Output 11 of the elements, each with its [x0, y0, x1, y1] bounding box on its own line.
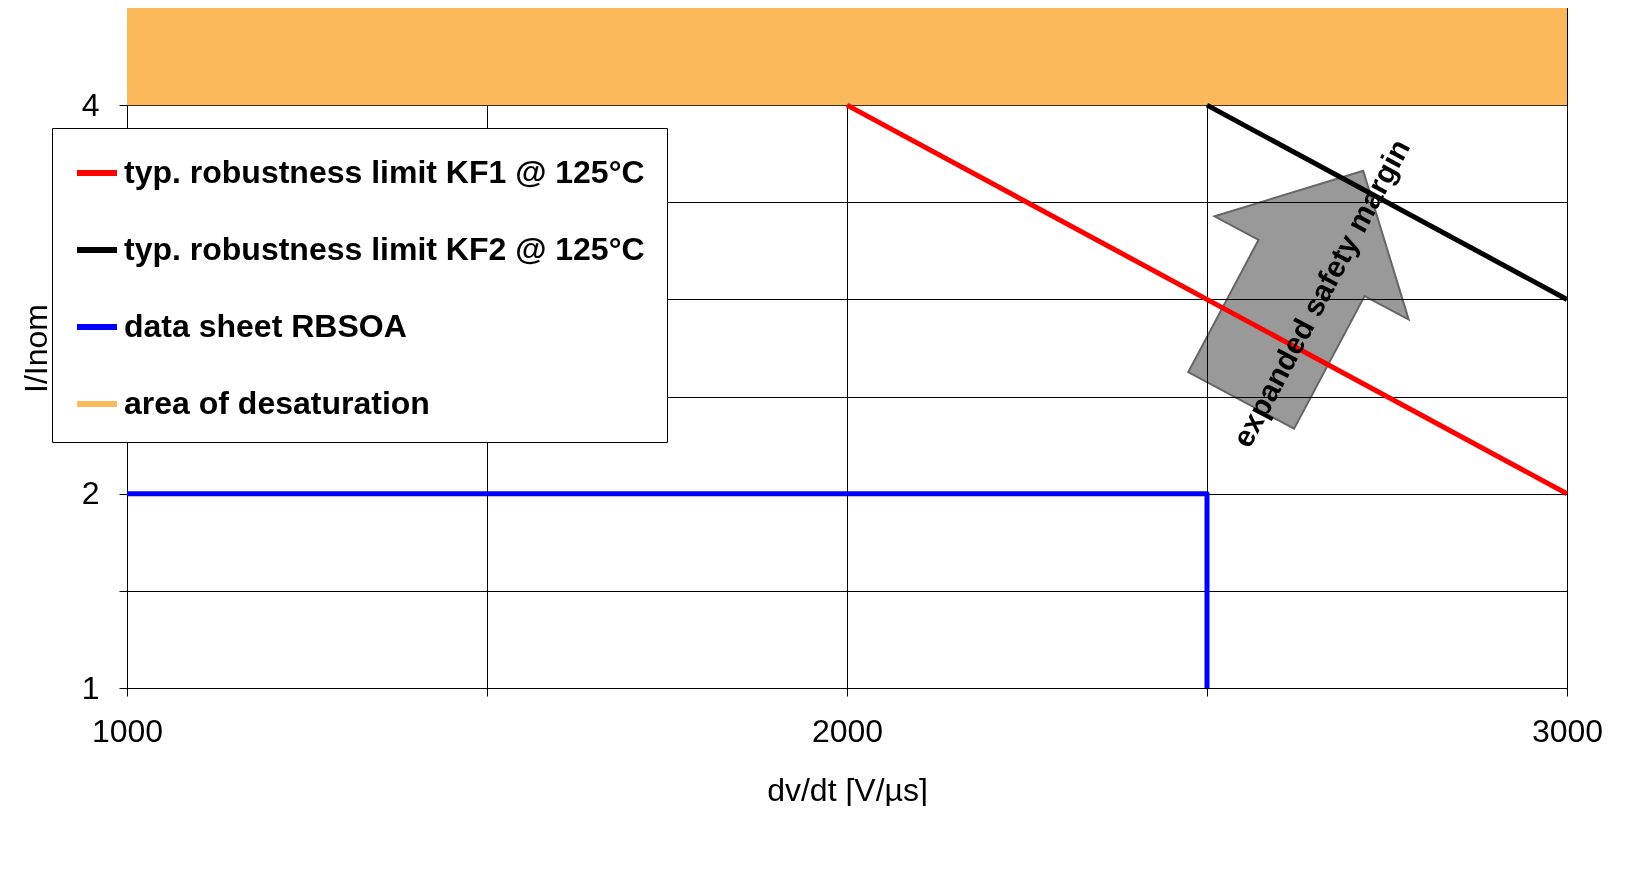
y-axis-title: I/Inom [17, 304, 54, 393]
legend-label: data sheet RBSOA [124, 308, 407, 344]
legend-label: area of desaturation [124, 385, 430, 421]
legend-label: typ. robustness limit KF1 @ 125°C [124, 154, 645, 190]
x-tick-label: 1000 [91, 712, 164, 749]
y-tick-label: 2 [81, 475, 100, 512]
legend-label: typ. robustness limit KF2 @ 125°C [124, 231, 645, 267]
x-tick-label: 2000 [811, 712, 884, 749]
y-tick-label: 4 [81, 86, 100, 123]
x-tick-label: 3000 [1531, 712, 1604, 749]
y-tick-label: 1 [81, 669, 100, 706]
